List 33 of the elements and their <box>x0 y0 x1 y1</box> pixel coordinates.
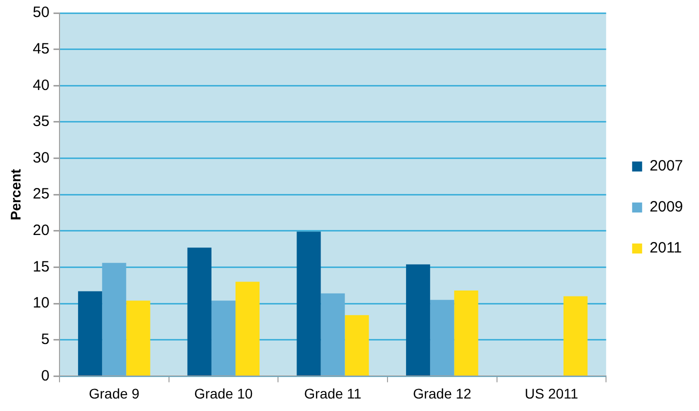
bar <box>406 264 430 376</box>
y-tick-label: 30 <box>32 149 50 166</box>
bar <box>236 282 260 376</box>
y-tick-label: 45 <box>32 40 50 58</box>
bar <box>320 293 345 376</box>
bar <box>187 248 212 376</box>
y-tick-label: 40 <box>32 76 50 94</box>
y-tick-label: 10 <box>32 294 50 312</box>
x-tick-label: Grade 12 <box>412 385 472 402</box>
bar <box>344 315 369 376</box>
y-axis-title: Percent <box>7 168 24 220</box>
y-tick-label: 5 <box>41 331 50 348</box>
bar <box>430 300 454 376</box>
bar <box>563 296 588 376</box>
legend-label: 2011 <box>650 240 682 257</box>
y-tick-label: 15 <box>32 258 50 276</box>
bar <box>126 300 150 376</box>
x-tick-label: US 2011 <box>524 385 578 402</box>
x-tick-label: Grade 9 <box>88 385 140 402</box>
x-tick-label: Grade 10 <box>194 385 253 402</box>
x-tick-label: Grade 11 <box>304 385 362 402</box>
y-tick-label: 50 <box>32 4 50 22</box>
bar <box>102 262 126 376</box>
bar <box>78 291 102 376</box>
bar <box>296 232 321 376</box>
legend-label: 2009 <box>650 198 684 216</box>
y-tick-label: 35 <box>32 113 50 130</box>
bar <box>454 290 478 376</box>
y-tick-label: 25 <box>32 186 50 203</box>
bar <box>211 300 236 376</box>
legend-label: 2007 <box>650 158 684 175</box>
y-tick-label: 0 <box>41 367 50 384</box>
y-tick-label: 20 <box>32 222 50 240</box>
